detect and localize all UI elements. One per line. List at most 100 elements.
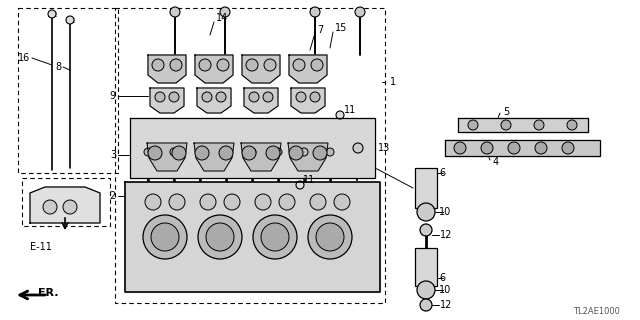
Circle shape	[169, 92, 179, 102]
Circle shape	[253, 215, 297, 259]
Polygon shape	[125, 182, 380, 292]
Polygon shape	[291, 88, 325, 113]
Circle shape	[300, 148, 308, 156]
Circle shape	[152, 59, 164, 71]
Circle shape	[170, 59, 182, 71]
Circle shape	[224, 194, 240, 210]
Polygon shape	[194, 143, 234, 171]
Circle shape	[216, 92, 226, 102]
Circle shape	[310, 194, 326, 210]
Circle shape	[144, 148, 152, 156]
Circle shape	[308, 215, 352, 259]
Text: FR.: FR.	[38, 288, 58, 298]
Bar	[415, 168, 437, 208]
Circle shape	[266, 146, 280, 160]
Circle shape	[155, 92, 165, 102]
Text: 13: 13	[378, 143, 390, 153]
Circle shape	[316, 223, 344, 251]
Circle shape	[220, 7, 230, 17]
Circle shape	[264, 59, 276, 71]
Polygon shape	[241, 143, 281, 171]
Circle shape	[48, 10, 56, 18]
Circle shape	[468, 120, 478, 130]
Bar	[415, 248, 437, 286]
Circle shape	[202, 92, 212, 102]
Circle shape	[334, 194, 350, 210]
Polygon shape	[244, 88, 278, 113]
Circle shape	[169, 194, 185, 210]
Polygon shape	[147, 143, 187, 171]
Circle shape	[562, 142, 574, 154]
Circle shape	[355, 7, 365, 17]
Bar	[18, 8, 118, 173]
Polygon shape	[197, 88, 231, 113]
Circle shape	[336, 111, 344, 119]
Circle shape	[43, 200, 57, 214]
Text: 14: 14	[216, 13, 228, 23]
Circle shape	[143, 215, 187, 259]
Circle shape	[246, 59, 258, 71]
Circle shape	[206, 223, 234, 251]
Text: 3: 3	[110, 150, 116, 160]
Polygon shape	[458, 118, 588, 132]
Polygon shape	[445, 140, 600, 156]
Circle shape	[313, 146, 327, 160]
Circle shape	[353, 143, 363, 153]
Text: 4: 4	[493, 157, 499, 167]
Circle shape	[310, 92, 320, 102]
Circle shape	[249, 92, 259, 102]
Circle shape	[310, 7, 320, 17]
Polygon shape	[288, 143, 328, 171]
Circle shape	[417, 281, 435, 299]
Bar	[115, 8, 385, 303]
Circle shape	[454, 142, 466, 154]
Text: 11: 11	[303, 175, 316, 185]
Circle shape	[296, 181, 304, 189]
Text: 10: 10	[439, 207, 451, 217]
Circle shape	[508, 142, 520, 154]
Circle shape	[481, 142, 493, 154]
Circle shape	[293, 59, 305, 71]
Circle shape	[296, 92, 306, 102]
Circle shape	[219, 146, 233, 160]
Polygon shape	[130, 118, 375, 178]
Circle shape	[255, 194, 271, 210]
Circle shape	[217, 59, 229, 71]
Circle shape	[261, 223, 289, 251]
Text: 5: 5	[503, 107, 509, 117]
Circle shape	[200, 194, 216, 210]
Text: 15: 15	[335, 23, 348, 33]
Circle shape	[242, 146, 256, 160]
Circle shape	[311, 59, 323, 71]
Text: 12: 12	[440, 300, 452, 310]
Circle shape	[420, 299, 432, 311]
Polygon shape	[30, 187, 100, 223]
Circle shape	[170, 7, 180, 17]
Text: 11: 11	[344, 105, 356, 115]
Circle shape	[535, 142, 547, 154]
Text: 8: 8	[56, 62, 62, 72]
Circle shape	[172, 146, 186, 160]
Circle shape	[289, 146, 303, 160]
Circle shape	[170, 148, 178, 156]
Circle shape	[148, 146, 162, 160]
Circle shape	[501, 120, 511, 130]
Text: 7: 7	[317, 25, 323, 35]
Circle shape	[263, 92, 273, 102]
Polygon shape	[148, 55, 186, 83]
Text: E-11: E-11	[30, 242, 52, 252]
Circle shape	[279, 194, 295, 210]
Circle shape	[274, 148, 282, 156]
Text: TL2AE1000: TL2AE1000	[573, 308, 620, 316]
Circle shape	[195, 146, 209, 160]
Circle shape	[248, 148, 256, 156]
Bar	[22, 178, 110, 226]
Circle shape	[534, 120, 544, 130]
Text: 16: 16	[18, 53, 30, 63]
Circle shape	[66, 16, 74, 24]
Text: 12: 12	[440, 230, 452, 240]
Text: 1: 1	[390, 77, 396, 87]
Text: 9: 9	[110, 91, 116, 101]
Text: 6: 6	[439, 168, 445, 178]
Polygon shape	[150, 88, 184, 113]
